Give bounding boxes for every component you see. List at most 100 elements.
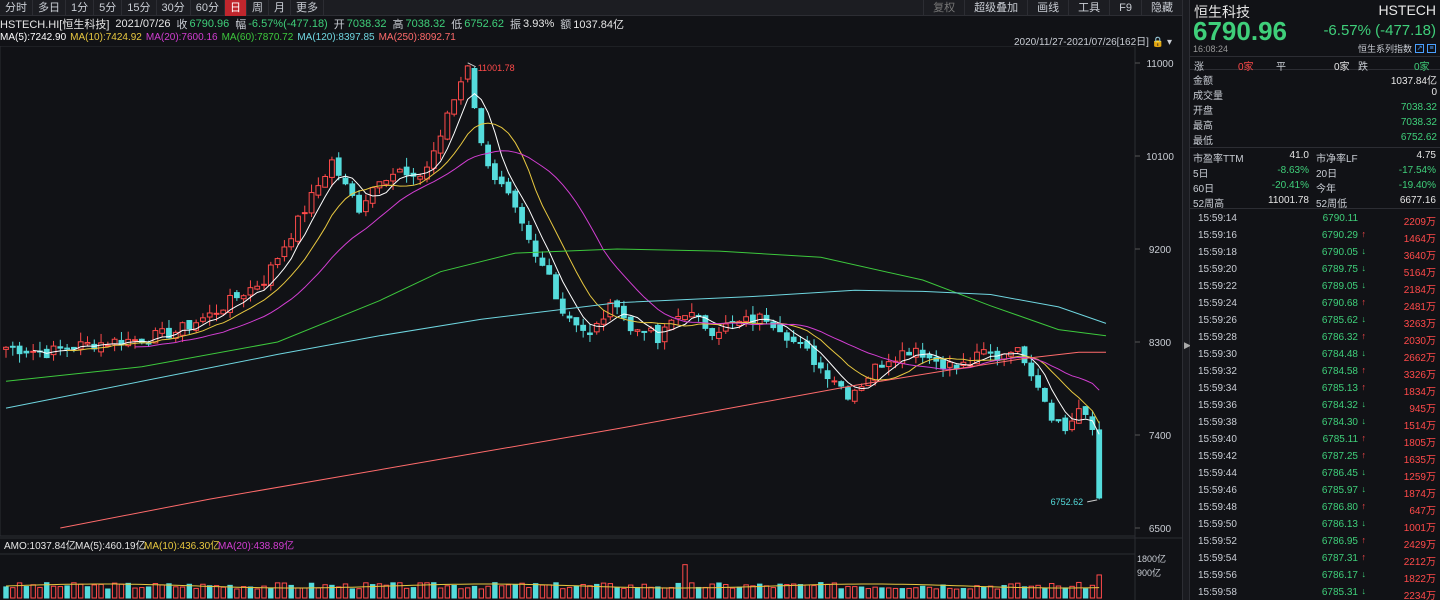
candle-body — [702, 315, 709, 329]
menu-icon[interactable]: ≡ — [1427, 44, 1436, 53]
volume-bar — [1008, 583, 1014, 599]
stat-value: 4.75 — [1416, 150, 1436, 161]
candle-body — [1028, 362, 1035, 377]
volume-bar — [213, 585, 220, 599]
candle-body — [879, 364, 885, 368]
candle-body — [790, 336, 797, 343]
candle-body — [16, 345, 23, 355]
tab-8[interactable]: 周 — [247, 0, 269, 16]
y-tick-label: 11000 — [1146, 59, 1174, 70]
expand-icon[interactable]: ↗ — [1415, 44, 1424, 53]
candle-body — [743, 316, 750, 322]
tool-button-2[interactable]: 画线 — [1027, 0, 1068, 16]
volume-bar — [57, 586, 64, 599]
kline-chart[interactable]: 11000 10100 9200 8300 7400 6500 11001.78 6752.6… — [0, 45, 1182, 600]
trade-volume: 1001万 — [1403, 523, 1436, 534]
volume-bar — [166, 583, 172, 599]
volume-bar — [974, 585, 980, 599]
candle-body — [627, 316, 634, 332]
low-value: 6752.62 — [464, 18, 505, 30]
candle-body — [675, 316, 682, 320]
candle-body — [519, 206, 525, 224]
chevron-right-icon[interactable]: ▶ — [1184, 340, 1191, 350]
volume-bar — [254, 588, 260, 599]
trade-price: 6784.30 — [1321, 417, 1358, 428]
tab-2[interactable]: 1分 — [66, 0, 95, 16]
tool-button-3[interactable]: 工具 — [1068, 0, 1109, 16]
trade-direction-icon: ↓ — [1361, 569, 1367, 579]
volume-bar — [614, 587, 620, 599]
tab-0[interactable]: 分时 — [0, 0, 33, 16]
candle-body — [464, 65, 471, 80]
volume-bar — [546, 584, 552, 599]
info-key: 最低 — [1193, 136, 1213, 147]
last-price: 6790.96 — [1193, 16, 1287, 46]
tab-4[interactable]: 15分 — [122, 0, 157, 16]
volume-bar — [437, 587, 444, 599]
trade-volume: 1822万 — [1403, 574, 1436, 585]
chevron-down-icon[interactable]: ▾ — [1166, 37, 1172, 48]
volume-bar — [1055, 585, 1062, 599]
volume-bar — [933, 588, 939, 599]
trade-row: 15:59:54 6787.31 ↑ 2212万 — [1190, 550, 1440, 568]
kline-svg[interactable]: 11000 10100 9200 8300 7400 6500 11001.78 6752.6… — [0, 45, 1182, 600]
lock-icon[interactable]: 🔒 — [1151, 37, 1165, 48]
trade-row: 15:59:46 6785.97 ↓ 1874万 — [1190, 482, 1440, 500]
toolbar: 分时 多日 1分 5分 15分 30分 60分日周月更多 复权 超级叠加 画线 工具 F9 隐藏 — [0, 0, 1182, 16]
candle-body — [322, 175, 329, 188]
stat-value: 11001.78 — [1268, 195, 1309, 206]
candle-body — [600, 318, 607, 325]
trade-volume: 1874万 — [1403, 489, 1436, 500]
volume-bar — [234, 588, 240, 599]
trade-volume: 1514万 — [1403, 421, 1436, 432]
tool-button-1[interactable]: 超级叠加 — [964, 0, 1027, 16]
tab-1[interactable]: 多日 — [33, 0, 66, 16]
volume-bar — [336, 586, 342, 599]
tool-button-5[interactable]: 隐藏 — [1141, 0, 1182, 16]
candle-body — [233, 292, 240, 299]
ma-legend-3: MA(60):7870.72 — [221, 32, 294, 43]
volume-bar — [852, 586, 858, 599]
tool-button-0[interactable]: 复权 — [923, 0, 964, 16]
panel-splitter[interactable]: ▶ — [1182, 0, 1191, 600]
trade-direction-icon: ↑ — [1361, 331, 1367, 341]
tool-button-4[interactable]: F9 — [1109, 0, 1141, 16]
tab-10[interactable]: 更多 — [291, 0, 324, 16]
volume-bar — [668, 586, 675, 599]
date-range[interactable]: 2020/11/27-2021/07/26[162日] 🔒 ▾ — [1014, 33, 1172, 48]
trade-direction-icon: ↓ — [1361, 416, 1367, 426]
candle-body — [193, 322, 200, 331]
ma-legend: MA(5):7242.90 MA(10):7424.92 MA(20):7600.1… — [0, 32, 1010, 45]
candle-body — [458, 81, 464, 101]
trade-row: 15:59:50 6786.13 ↓ 1001万 — [1190, 516, 1440, 534]
high-annotation: 11001.78 — [478, 63, 515, 73]
volume-bar — [465, 587, 471, 599]
volume-bar — [689, 582, 695, 599]
candle-body — [396, 168, 403, 173]
high-marker — [467, 62, 476, 68]
volume-bar — [220, 586, 226, 599]
volume-bar — [179, 586, 186, 599]
candle-body — [498, 176, 505, 185]
tab-5[interactable]: 30分 — [157, 0, 191, 16]
trade-volume: 2234万 — [1403, 591, 1436, 600]
trade-volume: 2030万 — [1403, 336, 1436, 347]
candle-body — [641, 330, 648, 333]
trade-time: 15:59:26 — [1198, 315, 1237, 326]
tab-9[interactable]: 月 — [269, 0, 291, 16]
volume-bar — [736, 586, 743, 599]
candle-body — [750, 314, 756, 324]
tab-6[interactable]: 60分 — [191, 0, 225, 16]
trade-price: 6786.32 — [1321, 332, 1358, 343]
trade-time: 15:59:56 — [1198, 570, 1237, 581]
tab-3[interactable]: 5分 — [94, 0, 123, 16]
candle-body — [831, 380, 838, 383]
candle-body — [200, 317, 206, 322]
trade-volume: 1635万 — [1403, 455, 1436, 466]
tab-7[interactable]: 日 — [225, 0, 247, 16]
trade-volume: 2212万 — [1403, 557, 1436, 568]
trade-volume: 945万 — [1409, 404, 1436, 415]
volume-bar — [1021, 586, 1028, 599]
stat-right: 今年 -19.40% — [1316, 180, 1436, 195]
divider — [1190, 147, 1440, 148]
